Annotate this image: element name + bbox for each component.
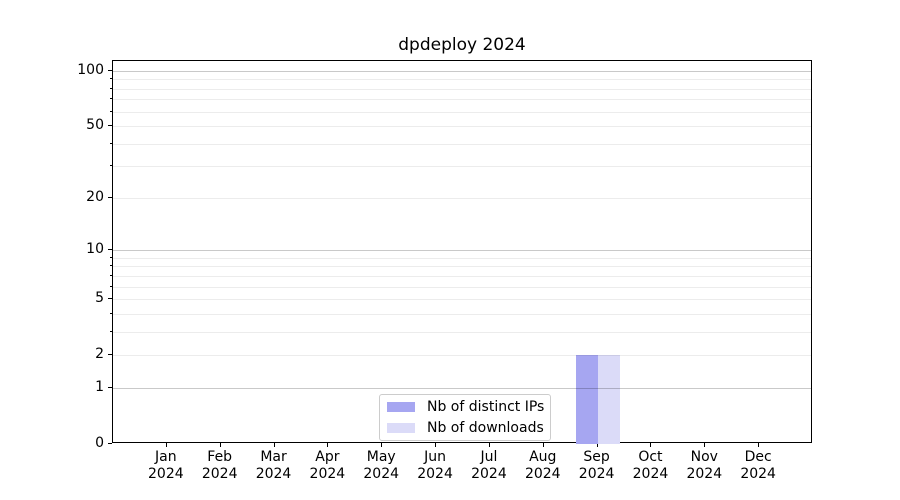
y-tick-label: 5 xyxy=(95,290,104,307)
bars-layer xyxy=(113,61,811,444)
x-tick-label: Nov 2024 xyxy=(686,449,723,482)
y-minor-tick-mark xyxy=(110,98,112,99)
x-tick-mark xyxy=(596,443,598,447)
y-tick-mark xyxy=(108,125,112,127)
y-minor-tick-mark xyxy=(110,331,112,332)
y-tick-label: 20 xyxy=(86,188,104,205)
y-minor-tick-mark xyxy=(110,313,112,314)
x-tick-mark xyxy=(488,443,490,447)
y-tick-mark xyxy=(108,249,112,251)
x-tick-label: Jun 2024 xyxy=(417,449,453,482)
x-tick-label: Aug 2024 xyxy=(524,449,561,482)
x-tick-mark xyxy=(704,443,706,447)
x-tick-label: Mar 2024 xyxy=(255,449,292,482)
y-tick-mark xyxy=(108,298,112,300)
legend-swatch-distinct-ips xyxy=(387,402,415,412)
y-tick-mark xyxy=(108,70,112,71)
x-tick-label: May 2024 xyxy=(363,449,400,482)
bar-sep-2024 xyxy=(575,355,598,444)
legend-label-distinct-ips: Nb of distinct IPs xyxy=(427,398,545,415)
x-tick-mark xyxy=(650,443,652,447)
x-tick-mark xyxy=(758,443,760,447)
y-tick-mark xyxy=(108,354,112,356)
y-tick-label: 2 xyxy=(95,346,104,363)
legend: Nb of distinct IPs Nb of downloads xyxy=(379,394,551,441)
y-tick-label: 0 xyxy=(95,435,104,451)
y-minor-tick-mark xyxy=(110,286,112,287)
y-tick-mark xyxy=(108,196,112,198)
y-tick-label: 100 xyxy=(77,62,104,78)
y-tick-mark xyxy=(108,443,112,444)
y-tick-mark xyxy=(108,386,112,388)
x-tick-label: Jan 2024 xyxy=(148,449,184,482)
x-tick-mark xyxy=(542,443,544,447)
x-tick-mark xyxy=(273,443,275,447)
plot-area: Nb of distinct IPs Nb of downloads xyxy=(112,60,812,444)
x-tick-mark xyxy=(435,443,437,447)
bar-sep-2024 xyxy=(597,355,620,444)
chart-title: dpdeploy 2024 xyxy=(398,35,526,55)
y-minor-tick-mark xyxy=(110,265,112,266)
y-tick-label: 50 xyxy=(86,117,104,134)
x-tick-label: Feb 2024 xyxy=(201,449,238,482)
x-tick-mark xyxy=(327,443,329,447)
y-minor-tick-mark xyxy=(110,78,112,79)
x-tick-label: Apr 2024 xyxy=(309,449,346,482)
y-minor-tick-mark xyxy=(110,143,112,144)
legend-item-distinct-ips: Nb of distinct IPs xyxy=(387,398,545,416)
x-tick-mark xyxy=(381,443,383,447)
x-tick-label: Jul 2024 xyxy=(471,449,507,482)
x-tick-label: Oct 2024 xyxy=(632,449,669,482)
y-minor-tick-mark xyxy=(110,88,112,89)
y-minor-tick-mark xyxy=(110,111,112,112)
legend-label-downloads: Nb of downloads xyxy=(427,419,544,436)
y-minor-tick-mark xyxy=(110,257,112,258)
y-tick-label: 1 xyxy=(95,378,104,395)
y-minor-tick-mark xyxy=(110,275,112,276)
legend-swatch-downloads xyxy=(387,423,415,433)
legend-item-downloads: Nb of downloads xyxy=(387,419,544,437)
x-tick-mark xyxy=(219,443,221,447)
y-tick-label: 10 xyxy=(86,241,104,258)
y-minor-tick-mark xyxy=(110,165,112,166)
x-tick-label: Sep 2024 xyxy=(578,449,615,482)
x-tick-label: Dec 2024 xyxy=(740,449,776,482)
x-tick-mark xyxy=(165,443,167,447)
